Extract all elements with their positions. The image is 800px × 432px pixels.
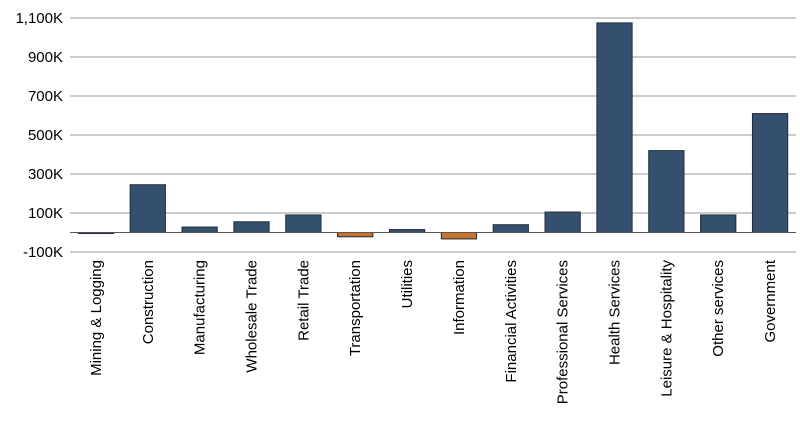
x-category-label: Transportation (347, 260, 364, 356)
y-tick-label: 700K (28, 88, 63, 105)
gridlines (70, 17, 796, 253)
bar (337, 232, 374, 238)
x-category-label: Financial Activities (503, 260, 520, 383)
y-tick-label: 500K (28, 127, 63, 144)
bar (700, 214, 737, 233)
bar (233, 221, 270, 233)
bar (596, 22, 633, 233)
x-category-label: Leisure & Hospitality (658, 260, 675, 397)
x-category-label: Wholesale Trade (244, 260, 261, 373)
bar (285, 214, 322, 233)
x-category-label: Utilities (399, 260, 416, 308)
y-tick-label: 900K (28, 49, 63, 66)
x-category-label: Information (451, 260, 468, 335)
x-category-label: Mining & Logging (88, 260, 105, 376)
x-axis-category-labels: Mining & Logging Construction Manufacturin… (88, 259, 779, 404)
x-category-label: Professional Services (555, 260, 572, 404)
x-category-label: Health Services (607, 260, 624, 365)
x-category-label: Other services (710, 260, 727, 357)
x-category-label: Construction (140, 260, 157, 344)
x-category-label: Retail Trade (295, 260, 312, 341)
bars (77, 22, 789, 240)
x-category-label: Manufacturing (192, 260, 209, 355)
bar (440, 232, 478, 240)
bar (751, 113, 789, 233)
y-tick-label: 300K (28, 166, 63, 183)
x-category-label: Government (762, 259, 779, 342)
y-axis-tick-labels: -100K 100K 300K 500K 700K 900K 1,100K (15, 10, 63, 261)
bar (648, 150, 685, 234)
y-tick-label: 100K (28, 205, 63, 222)
bar (492, 224, 529, 233)
y-tick-label: 1,100K (15, 10, 63, 27)
y-tick-label: -100K (23, 244, 63, 261)
bar (544, 211, 581, 233)
bar (181, 226, 218, 233)
bar (129, 184, 166, 234)
